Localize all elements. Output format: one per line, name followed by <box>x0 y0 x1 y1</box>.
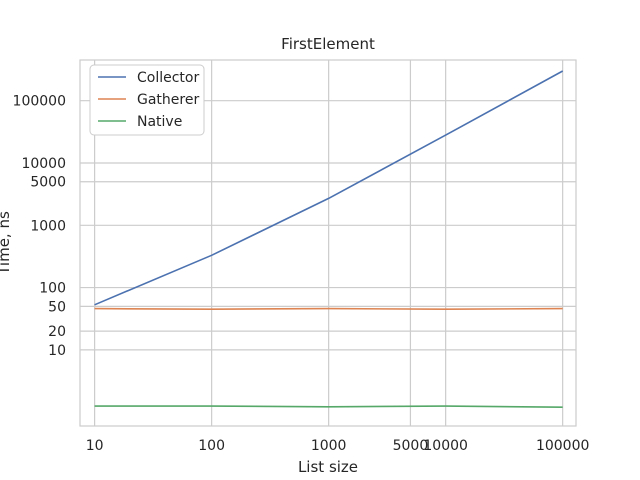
x-tick-label: 1000 <box>311 438 347 454</box>
x-tick-label: 100000 <box>536 438 589 454</box>
y-tick-label: 10000 <box>21 156 66 172</box>
series-lines <box>94 70 564 408</box>
y-tick-label: 20 <box>48 324 66 340</box>
y-tick-label: 5000 <box>30 175 66 191</box>
chart-title: FirstElement <box>281 35 375 53</box>
x-tick-label: 5000 <box>393 438 429 454</box>
x-tick-label: 100 <box>198 438 225 454</box>
legend-label-gatherer: Gatherer <box>137 92 199 108</box>
legend: Collector Gatherer Native <box>89 64 205 136</box>
y-tick-label: 100 <box>39 281 66 297</box>
x-tick-label: 10 <box>86 438 104 454</box>
y-tick-label: 1000 <box>30 218 66 234</box>
plot-frame <box>79 59 577 427</box>
legend-box <box>89 64 205 136</box>
legend-label-native: Native <box>137 114 182 130</box>
y-tick-label: 10 <box>48 343 66 359</box>
series-line-collector <box>94 70 564 306</box>
x-axis-title: List size <box>298 458 358 476</box>
y-tick-label: 100000 <box>13 94 66 110</box>
y-tick-label: 50 <box>48 299 66 315</box>
grid-lines <box>80 60 576 426</box>
y-axis-title: Time, ns <box>0 211 13 276</box>
series-line-native <box>94 405 563 408</box>
series-line-gatherer <box>94 307 563 311</box>
x-tick-label: 10000 <box>423 438 468 454</box>
legend-label-collector: Collector <box>137 70 199 86</box>
